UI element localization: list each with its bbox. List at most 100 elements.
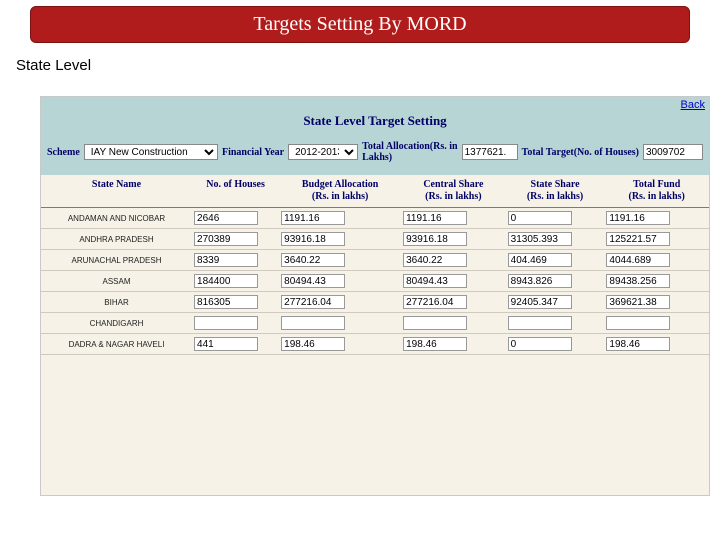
state-targets-table: State Name No. of Houses Budget Allocati… xyxy=(41,175,709,355)
total-cell xyxy=(604,229,709,250)
houses-cell xyxy=(192,229,279,250)
state-name-cell: ANDAMAN AND NICOBAR xyxy=(41,208,192,229)
central-cell xyxy=(401,271,506,292)
houses-input[interactable] xyxy=(194,232,258,246)
budget-input[interactable] xyxy=(281,274,345,288)
total-input[interactable] xyxy=(606,211,670,225)
budget-input[interactable] xyxy=(281,232,345,246)
total-cell xyxy=(604,271,709,292)
total-cell xyxy=(604,313,709,334)
central-input[interactable] xyxy=(403,211,467,225)
central-input[interactable] xyxy=(403,232,467,246)
central-cell xyxy=(401,313,506,334)
houses-input[interactable] xyxy=(194,211,258,225)
stateshare-input[interactable] xyxy=(508,211,572,225)
table-header-row: State Name No. of Houses Budget Allocati… xyxy=(41,175,709,208)
state-name-cell: ANDHRA PRADESH xyxy=(41,229,192,250)
houses-input[interactable] xyxy=(194,274,258,288)
houses-cell xyxy=(192,208,279,229)
budget-input[interactable] xyxy=(281,295,345,309)
total-cell xyxy=(604,250,709,271)
central-cell xyxy=(401,208,506,229)
houses-cell xyxy=(192,250,279,271)
stateshare-cell xyxy=(506,208,605,229)
state-name-cell: ARUNACHAL PRADESH xyxy=(41,250,192,271)
total-input[interactable] xyxy=(606,316,670,330)
total-target-input[interactable] xyxy=(643,144,703,160)
houses-cell xyxy=(192,292,279,313)
target-label: Total Target(No. of Houses) xyxy=(522,147,639,158)
table-row: ANDHRA PRADESH xyxy=(41,229,709,250)
houses-cell xyxy=(192,334,279,355)
table-row: ARUNACHAL PRADESH xyxy=(41,250,709,271)
budget-cell xyxy=(279,334,401,355)
budget-cell xyxy=(279,292,401,313)
col-budget: Budget Allocation (Rs. in lakhs) xyxy=(279,175,401,208)
back-link[interactable]: Back xyxy=(681,99,705,111)
page-title: Targets Setting By MORD xyxy=(253,13,466,35)
budget-cell xyxy=(279,250,401,271)
houses-input[interactable] xyxy=(194,295,258,309)
total-cell xyxy=(604,334,709,355)
subtitle: State Level xyxy=(16,57,720,74)
stateshare-cell xyxy=(506,271,605,292)
houses-input[interactable] xyxy=(194,337,258,351)
stateshare-input[interactable] xyxy=(508,253,572,267)
central-input[interactable] xyxy=(403,295,467,309)
stateshare-input[interactable] xyxy=(508,232,572,246)
total-allocation-input[interactable] xyxy=(462,144,518,160)
state-name-cell: ASSAM xyxy=(41,271,192,292)
stateshare-cell xyxy=(506,229,605,250)
data-area: State Name No. of Houses Budget Allocati… xyxy=(41,175,709,495)
central-input[interactable] xyxy=(403,316,467,330)
state-name-cell: CHANDIGARH xyxy=(41,313,192,334)
budget-input[interactable] xyxy=(281,211,345,225)
total-input[interactable] xyxy=(606,295,670,309)
central-cell xyxy=(401,250,506,271)
col-central: Central Share (Rs. in lakhs) xyxy=(401,175,506,208)
stateshare-input[interactable] xyxy=(508,316,572,330)
allocation-label: Total Allocation(Rs. in Lakhs) xyxy=(362,141,457,163)
scheme-select[interactable]: IAY New Construction xyxy=(84,144,218,160)
houses-input[interactable] xyxy=(194,316,258,330)
total-input[interactable] xyxy=(606,232,670,246)
central-input[interactable] xyxy=(403,253,467,267)
stateshare-cell xyxy=(506,292,605,313)
central-cell xyxy=(401,292,506,313)
total-cell xyxy=(604,292,709,313)
budget-input[interactable] xyxy=(281,253,345,267)
stateshare-input[interactable] xyxy=(508,274,572,288)
fy-label: Financial Year xyxy=(222,147,284,158)
total-input[interactable] xyxy=(606,274,670,288)
app-panel: Back State Level Target Setting Scheme I… xyxy=(40,96,710,496)
stateshare-input[interactable] xyxy=(508,295,572,309)
central-cell xyxy=(401,334,506,355)
scheme-label: Scheme xyxy=(47,147,80,158)
filter-row: Scheme IAY New Construction Financial Ye… xyxy=(41,139,709,169)
total-input[interactable] xyxy=(606,253,670,267)
table-row: ASSAM xyxy=(41,271,709,292)
state-name-cell: DADRA & NAGAR HAVELI xyxy=(41,334,192,355)
state-name-cell: BIHAR xyxy=(41,292,192,313)
stateshare-cell xyxy=(506,250,605,271)
total-input[interactable] xyxy=(606,337,670,351)
central-cell xyxy=(401,229,506,250)
col-total-fund: Total Fund (Rs. in lakhs) xyxy=(604,175,709,208)
budget-cell xyxy=(279,271,401,292)
houses-input[interactable] xyxy=(194,253,258,267)
financial-year-select[interactable]: 2012-2013 xyxy=(288,144,358,160)
stateshare-input[interactable] xyxy=(508,337,572,351)
budget-input[interactable] xyxy=(281,316,345,330)
houses-cell xyxy=(192,313,279,334)
total-cell xyxy=(604,208,709,229)
table-row: DADRA & NAGAR HAVELI xyxy=(41,334,709,355)
table-row: ANDAMAN AND NICOBAR xyxy=(41,208,709,229)
houses-cell xyxy=(192,271,279,292)
budget-cell xyxy=(279,229,401,250)
col-houses: No. of Houses xyxy=(192,175,279,208)
budget-cell xyxy=(279,313,401,334)
table-row: BIHAR xyxy=(41,292,709,313)
central-input[interactable] xyxy=(403,274,467,288)
budget-input[interactable] xyxy=(281,337,345,351)
central-input[interactable] xyxy=(403,337,467,351)
